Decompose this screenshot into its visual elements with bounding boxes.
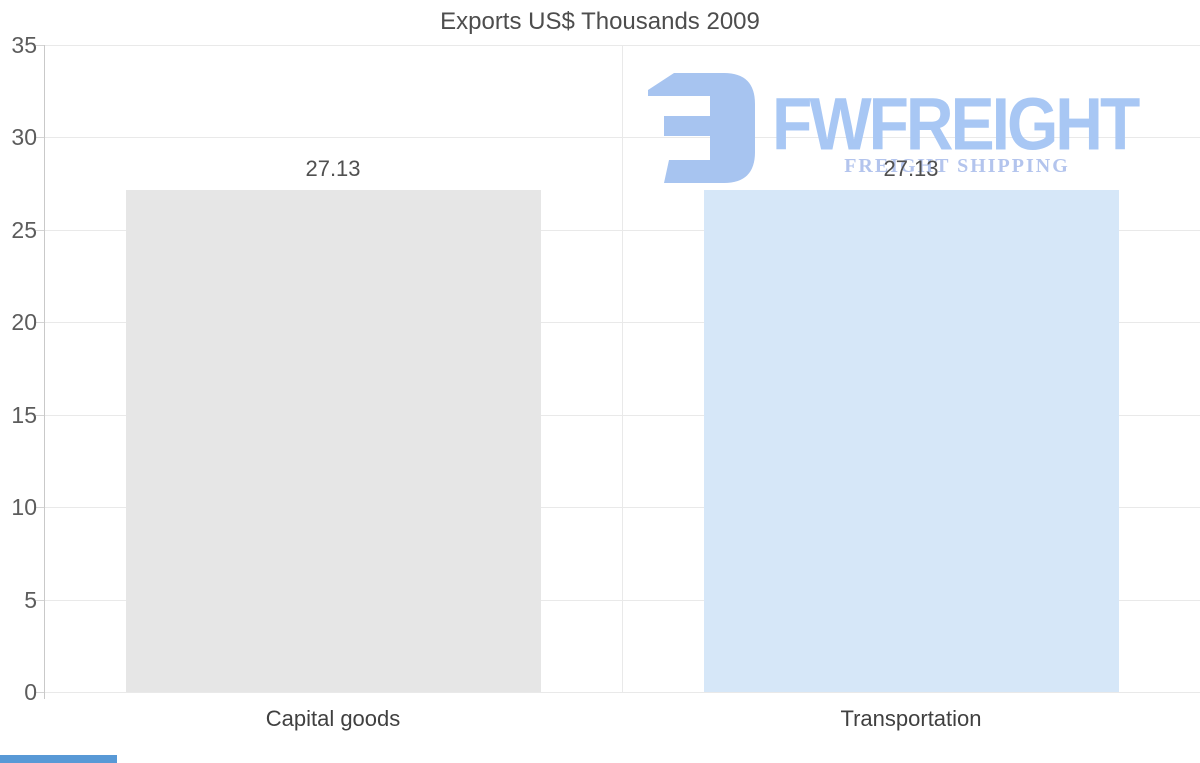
chart-title: Exports US$ Thousands 2009 bbox=[440, 8, 760, 35]
x-axis-label-transportation: Transportation bbox=[840, 706, 982, 731]
bar-transportation bbox=[703, 190, 1119, 692]
bar-capital-goods bbox=[125, 190, 541, 692]
y-tick-5 bbox=[36, 599, 44, 601]
y-tick-label-20: 20 bbox=[11, 309, 37, 336]
y-tick-label-0: 0 bbox=[24, 679, 37, 705]
y-tick-label-25: 25 bbox=[11, 216, 37, 243]
y-tick-35 bbox=[36, 45, 44, 46]
y-tick-0 bbox=[36, 692, 44, 693]
y-tick-label-10: 10 bbox=[11, 494, 37, 521]
watermark-brand-text: FWFREIGHT bbox=[772, 82, 1140, 166]
y-tick-10 bbox=[36, 507, 44, 509]
y-tick-20 bbox=[36, 322, 44, 324]
value-label-capital-goods: 27.13 bbox=[305, 156, 361, 182]
y-tick-30 bbox=[36, 137, 44, 139]
y-tick-label-35: 35 bbox=[11, 32, 37, 58]
y-tick-label-15: 15 bbox=[11, 401, 37, 428]
y-tick-25 bbox=[36, 229, 44, 231]
watermark-tagline-text: FREIGHT SHIPPING bbox=[844, 155, 1070, 177]
gridline-y-0 bbox=[44, 692, 1200, 693]
fwfreight-logo-icon bbox=[648, 73, 755, 183]
value-label-transportation: 27.13 bbox=[883, 156, 939, 182]
bottom-scrollbar-thumb[interactable] bbox=[0, 755, 117, 763]
y-axis-line bbox=[44, 45, 45, 699]
y-tick-15 bbox=[36, 414, 44, 416]
y-tick-label-30: 30 bbox=[11, 124, 37, 151]
gridline-category-divider bbox=[622, 45, 623, 692]
y-tick-label-5: 5 bbox=[24, 586, 37, 613]
x-axis-label-capital-goods: Capital goods bbox=[265, 706, 401, 731]
